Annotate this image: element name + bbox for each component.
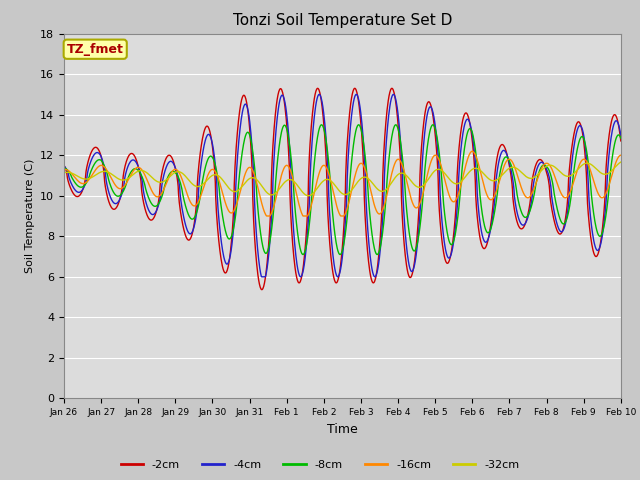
Title: Tonzi Soil Temperature Set D: Tonzi Soil Temperature Set D xyxy=(233,13,452,28)
Legend: -2cm, -4cm, -8cm, -16cm, -32cm: -2cm, -4cm, -8cm, -16cm, -32cm xyxy=(116,456,524,474)
Text: TZ_fmet: TZ_fmet xyxy=(67,43,124,56)
Y-axis label: Soil Temperature (C): Soil Temperature (C) xyxy=(24,159,35,273)
X-axis label: Time: Time xyxy=(327,423,358,436)
